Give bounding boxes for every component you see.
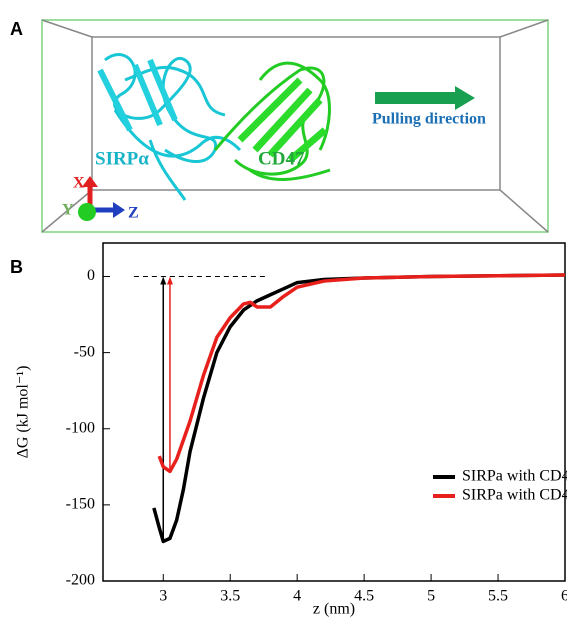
axis-label: Z <box>128 205 139 222</box>
y-tick-label: -50 <box>74 343 95 360</box>
x-tick-label: 5 <box>427 588 435 605</box>
x-tick-label: 4 <box>293 588 301 605</box>
axes-triad <box>78 176 125 221</box>
panel-label: A <box>10 19 23 39</box>
x-tick-label: 5.5 <box>488 588 508 605</box>
arrow-head <box>166 276 173 285</box>
pulling-arrow <box>375 86 475 110</box>
axis-label: Y <box>62 202 74 219</box>
legend-label: SIRPa with CD47OX <box>462 487 567 504</box>
sirpa-structure <box>97 53 242 201</box>
x-tick-label: 4.5 <box>354 588 374 605</box>
y-tick-label: -200 <box>66 572 95 589</box>
protein-label: SIRPα <box>95 148 149 169</box>
cd47-structure <box>213 61 331 181</box>
axis-label: X <box>73 175 85 192</box>
plot-frame <box>102 242 566 582</box>
y-axis-title: ΔG (kJ mol⁻¹) <box>15 366 32 459</box>
arrow-label: Pulling direction <box>372 111 486 128</box>
x-tick-label: 6 <box>561 588 567 605</box>
y-tick-label: 0 <box>87 267 95 284</box>
panel-label: B <box>10 257 23 277</box>
protein-label: CD47 <box>258 148 305 169</box>
legend-label: SIRPa with CD47 <box>462 468 567 485</box>
series-line <box>157 273 566 474</box>
y-tick-label: -100 <box>66 419 95 436</box>
simulation-box <box>41 19 549 233</box>
x-axis-title: z (nm) <box>313 601 355 618</box>
x-tick-label: 3.5 <box>220 588 240 605</box>
arrow-head <box>160 276 167 285</box>
x-tick-label: 3 <box>159 588 167 605</box>
y-tick-label: -150 <box>66 496 95 513</box>
